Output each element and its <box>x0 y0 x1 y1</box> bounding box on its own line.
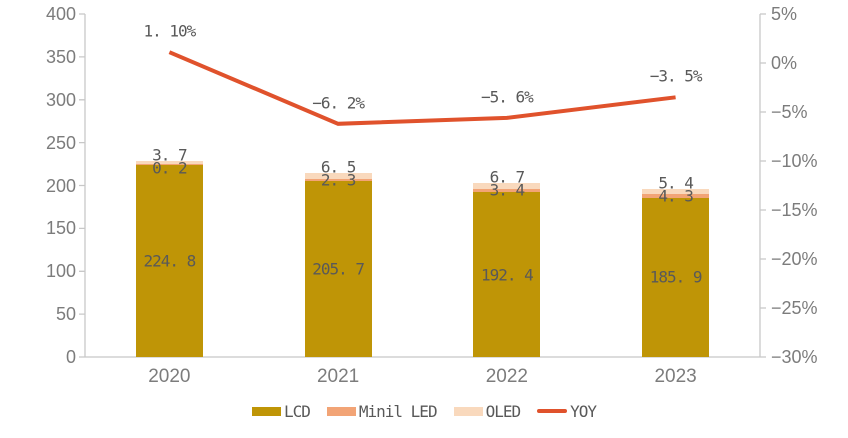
label-minil-led-2020: 0. 2 <box>152 158 188 178</box>
right-axis-tick-−20%: −20% <box>771 249 818 269</box>
bar-lcd-2023 <box>642 197 710 357</box>
right-axis-tick-−5%: −5% <box>771 102 808 122</box>
label-oled-2023: 5. 4 <box>658 173 694 193</box>
legend-label-minil-led: Minil LED <box>358 401 438 421</box>
legend-item-yoy: YOY <box>537 401 597 421</box>
bar-lcd-2021 <box>304 180 372 357</box>
legend-label-lcd: LCD <box>283 401 311 421</box>
label-lcd-2020: 224. 8 <box>143 251 196 271</box>
x-axis-label-2020: 2020 <box>148 366 191 387</box>
left-axis-tick-150: 150 <box>45 218 76 239</box>
legend-line-yoy <box>537 409 568 413</box>
bar-oled-2023 <box>642 189 710 194</box>
right-axis-tick-−15%: −15% <box>771 200 818 220</box>
left-axis-tick-50: 50 <box>55 304 76 325</box>
left-axis-tick-400: 400 <box>45 4 76 24</box>
x-axis-label-2021: 2021 <box>316 366 360 387</box>
right-axis-tick-−10%: −10% <box>771 151 818 171</box>
bar-oled-2020 <box>135 160 203 165</box>
left-axis-tick-100: 100 <box>45 261 76 282</box>
label-oled-2022: 6. 7 <box>489 167 526 187</box>
left-axis-tick-0: 0 <box>65 347 76 367</box>
label-oled-2020: 3. 7 <box>152 145 188 165</box>
label-yoy-2021: −6. 2% <box>312 93 365 113</box>
left-axis-tick-200: 200 <box>45 175 76 196</box>
legend-item-lcd: LCD <box>251 401 311 421</box>
label-minil-led-2023: 4. 3 <box>658 186 694 206</box>
bar-minil-led-2023 <box>642 193 710 198</box>
x-axis-label-2022: 2022 <box>485 366 529 387</box>
legend: LCD Minil LED OLED YOY <box>0 399 848 423</box>
right-axis-tick-−30%: −30% <box>771 347 818 367</box>
label-yoy-2022: −5. 6% <box>480 87 534 107</box>
yoy-line <box>168 50 676 126</box>
left-axis-tick-250: 250 <box>45 132 76 153</box>
x-axis-label-2023: 2023 <box>654 366 697 387</box>
label-oled-2021: 6. 5 <box>320 157 357 177</box>
left-axis-tick-300: 300 <box>45 89 76 110</box>
bar-oled-2022 <box>473 183 541 190</box>
label-minil-led-2022: 3. 4 <box>489 180 526 200</box>
legend-swatch-minil-led <box>326 406 356 416</box>
label-lcd-2021: 205. 7 <box>312 259 365 279</box>
label-yoy-2023: −3. 5% <box>649 66 703 86</box>
label-lcd-2022: 192. 4 <box>480 265 534 284</box>
right-axis-tick-5%: 5% <box>771 4 798 24</box>
legend-item-oled: OLED <box>453 401 522 421</box>
bar-lcd-2020 <box>135 164 203 357</box>
right-axis-tick-−25%: −25% <box>771 298 818 318</box>
left-axis-tick-350: 350 <box>45 46 76 67</box>
legend-item-minil-led: Minil LED <box>326 401 438 421</box>
axis-lines <box>79 13 766 358</box>
label-lcd-2023: 185. 9 <box>649 267 703 287</box>
legend-label-yoy: YOY <box>570 401 597 421</box>
legend-swatch-oled <box>453 406 483 416</box>
label-yoy-2020: 1. 10% <box>143 21 196 41</box>
bar-oled-2021 <box>304 173 372 179</box>
bar-minil-led-2021 <box>304 178 372 181</box>
label-minil-led-2021: 2. 3 <box>320 170 357 190</box>
legend-label-oled: OLED <box>485 401 522 421</box>
bar-lcd-2022 <box>473 192 541 357</box>
bar-minil-led-2022 <box>473 189 541 192</box>
legend-swatch-lcd <box>251 406 281 416</box>
right-axis-tick-0%: 0% <box>771 53 798 73</box>
